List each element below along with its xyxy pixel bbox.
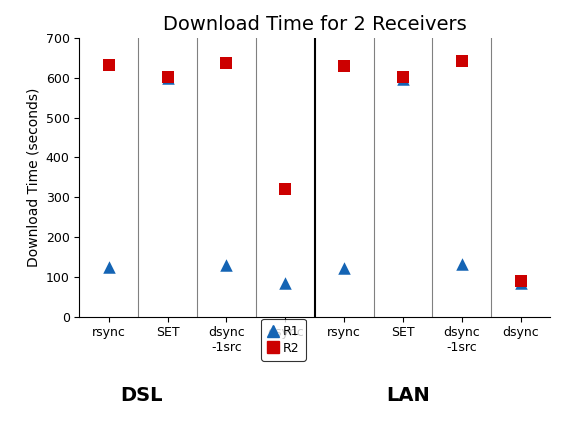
Point (340, 265, 349, 271)
Point (516, 279, 525, 286)
Y-axis label: Download Time (seconds): Download Time (seconds) (26, 87, 40, 267)
Text: DSL: DSL (121, 386, 163, 405)
Point (163, 73, 172, 80)
Point (104, 62, 113, 68)
Title: Download Time for 2 Receivers: Download Time for 2 Receivers (163, 15, 467, 34)
Point (399, 75, 408, 82)
Point (516, 278, 525, 285)
Point (457, 261, 466, 268)
Text: LAN: LAN (386, 386, 430, 405)
Point (222, 59, 231, 66)
Point (104, 263, 113, 270)
Point (281, 279, 290, 286)
Point (222, 261, 231, 268)
Point (281, 186, 290, 192)
Point (399, 73, 408, 80)
Point (163, 74, 172, 81)
Point (340, 62, 349, 69)
Legend: R1, R2: R1, R2 (261, 319, 306, 361)
Point (457, 58, 466, 65)
